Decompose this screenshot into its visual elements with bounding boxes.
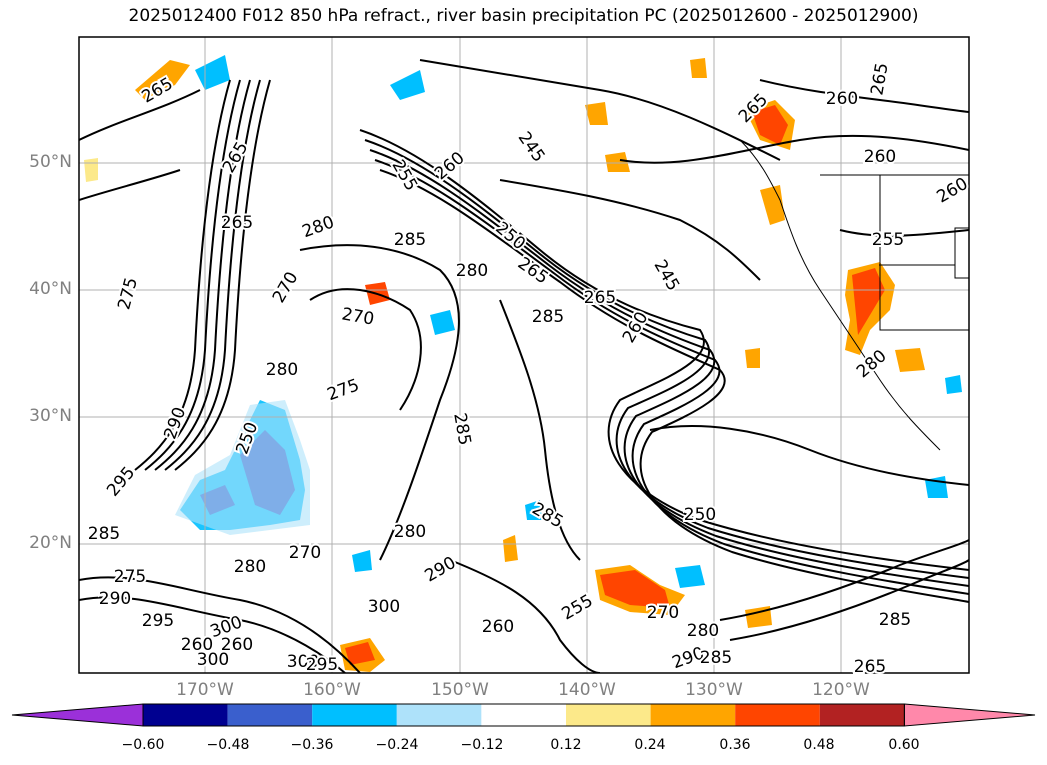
contour-label-halo: 265: [854, 657, 886, 677]
contour-label: 250: [684, 505, 716, 525]
contour-label-halo: 300: [287, 652, 319, 672]
contour-label: 285: [700, 648, 732, 668]
colorbar-tick: 0.24: [634, 737, 666, 753]
contour-label: 295: [306, 655, 338, 675]
contour-label: 255: [872, 230, 904, 250]
contour-label-halo: 300: [197, 650, 229, 670]
contour-label: 280: [456, 261, 488, 281]
contour-label-halo: 260: [181, 635, 213, 655]
contour-label-halo: 255: [872, 230, 904, 250]
contour-label: 280: [394, 522, 426, 542]
contour-label: 285: [532, 307, 564, 327]
lat-label-50n: 50°N: [29, 152, 72, 172]
colorbar-extend-low: [11, 703, 144, 727]
contour-label-halo: 290: [99, 589, 131, 609]
colorbar-tick: 0.48: [803, 737, 835, 753]
contour-label: 295: [142, 611, 174, 631]
contour-label-halo: 270: [647, 603, 679, 623]
contour-label-halo: 260: [482, 617, 514, 637]
contour-label-halo: 295: [306, 655, 338, 675]
contour-label-halo: 285: [88, 524, 120, 544]
colorbar: [11, 703, 1036, 727]
colorbar-tick: −0.12: [460, 737, 504, 753]
colorbar-swatch: [481, 704, 566, 726]
contour-label-halo: 275: [114, 567, 146, 587]
lat-label-30n: 30°N: [29, 406, 72, 426]
colorbar-swatch: [566, 704, 651, 726]
colorbar-swatch: [735, 704, 820, 726]
contour-label-halo: 280: [456, 261, 488, 281]
contour-label-halo: 265: [221, 213, 253, 233]
contour-label: 260: [482, 617, 514, 637]
contour-label-halo: 270: [289, 543, 321, 563]
contour-label-halo: 295: [142, 611, 174, 631]
contour-label-halo: 260: [826, 89, 858, 109]
contour-lines: [79, 59, 969, 673]
contour-label: 260: [826, 89, 858, 109]
contour-label: 300: [197, 650, 229, 670]
shading-layer: [84, 55, 962, 672]
lat-label-40n: 40°N: [29, 279, 72, 299]
contour-label-halo: 280: [234, 557, 266, 577]
colorbar-swatch: [650, 704, 736, 726]
contour-label: 285: [88, 524, 120, 544]
contour-label-halo: 260: [864, 147, 896, 167]
contour-label: 265: [584, 288, 616, 308]
contour-label-halo: 280: [394, 522, 426, 542]
lat-label-20n: 20°N: [29, 533, 72, 553]
colorbar-tick: 0.12: [550, 737, 582, 753]
colorbar-tick: −0.60: [121, 737, 165, 753]
colorbar-extend-high: [903, 703, 1036, 727]
contour-label: 265: [221, 213, 253, 233]
contour-label: 290: [99, 589, 131, 609]
contour-label: 285: [879, 610, 911, 630]
contour-label: 270: [289, 543, 321, 563]
contour-label-halo: 285: [532, 307, 564, 327]
colorbar-tick: −0.48: [206, 737, 250, 753]
lon-label-150w: 150°W: [431, 680, 489, 700]
plot-frame: [78, 36, 970, 674]
colorbar-swatch: [819, 704, 905, 726]
colorbar-tick: −0.36: [290, 737, 334, 753]
plot-background: [79, 37, 969, 673]
contour-label-halo: 265: [584, 288, 616, 308]
chart-title: 2025012400 F012 850 hPa refract., river …: [128, 6, 919, 26]
lon-label-140w: 140°W: [558, 680, 616, 700]
lon-label-170w: 170°W: [176, 680, 234, 700]
colorbar-swatch: [143, 704, 228, 726]
colorbar-swatch: [227, 704, 313, 726]
contour-label: 285: [394, 230, 426, 250]
contour-label-halo: 285: [700, 648, 732, 668]
lon-label-120w: 120°W: [812, 680, 870, 700]
contour-label-halo: 285: [879, 610, 911, 630]
coastline: [739, 139, 969, 451]
contour-label: 280: [687, 621, 719, 641]
contour-label-halo: 260: [221, 635, 253, 655]
contour-label: 275: [114, 567, 146, 587]
contour-label-halo: 250: [684, 505, 716, 525]
grid-lines: [79, 37, 969, 673]
contour-label: 280: [266, 360, 298, 380]
colorbar-swatch: [312, 704, 397, 726]
contour-label: 300: [368, 597, 400, 617]
colorbar-tick: 0.60: [888, 737, 920, 753]
contour-label: 300: [287, 652, 319, 672]
colorbar-tick: 0.36: [719, 737, 751, 753]
contour-label: 270: [647, 603, 679, 623]
contour-label-halo: 285: [394, 230, 426, 250]
contour-label: 260: [864, 147, 896, 167]
lon-label-160w: 160°W: [303, 680, 361, 700]
contour-label: 260: [181, 635, 213, 655]
contour-label: 265: [854, 657, 886, 677]
contour-label: 260: [221, 635, 253, 655]
lon-label-130w: 130°W: [685, 680, 743, 700]
contour-label-halo: 280: [687, 621, 719, 641]
colorbar-swatch: [396, 704, 482, 726]
contour-label-halo: 280: [266, 360, 298, 380]
colorbar-tick: −0.24: [375, 737, 419, 753]
colorbar-frame: [142, 703, 905, 727]
contour-label: 280: [234, 557, 266, 577]
contour-label-halo: 300: [368, 597, 400, 617]
